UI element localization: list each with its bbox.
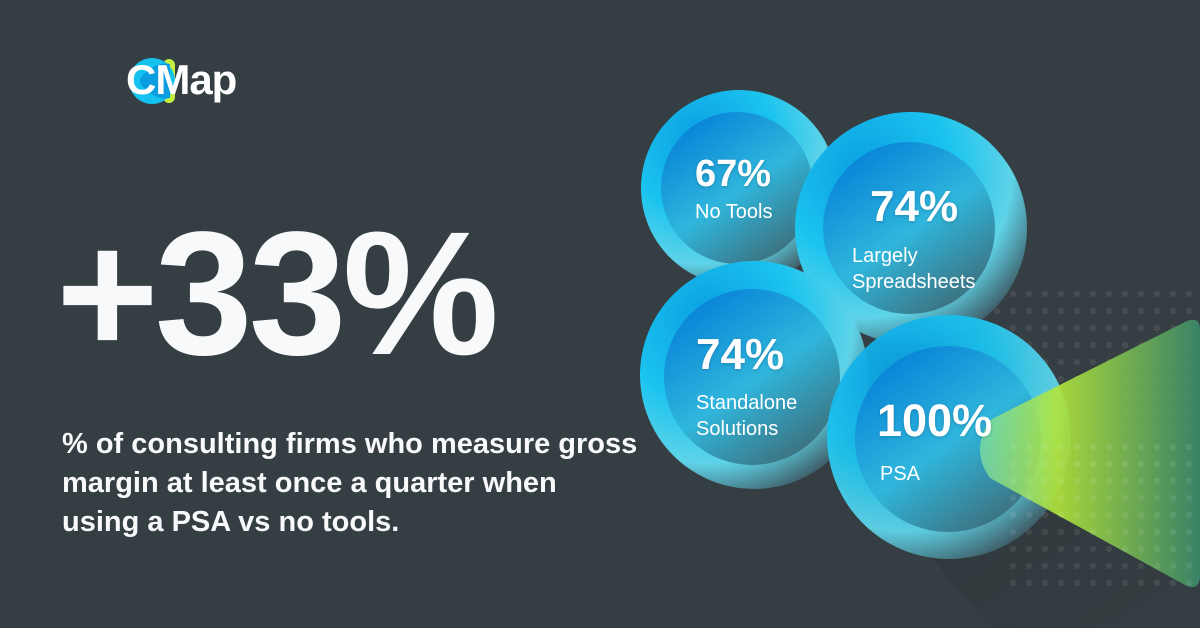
stat-largely-spreadsheets: 74% Largely Spreadsheets bbox=[852, 185, 1012, 295]
stat-value: 74% bbox=[696, 330, 785, 379]
stat-label: No Tools bbox=[695, 201, 773, 223]
stat-psa: 100% PSA bbox=[877, 398, 992, 487]
stat-value: 100% bbox=[877, 395, 993, 446]
stat-standalone-solutions: 74% Standalone Solutions bbox=[696, 333, 836, 442]
dot-pattern-overlay bbox=[1000, 440, 1200, 590]
stat-label: PSA bbox=[880, 463, 921, 485]
headline-description: % of consulting firms who measure gross … bbox=[62, 428, 638, 538]
cmap-logo-icon bbox=[129, 58, 175, 104]
bubble-no-tools bbox=[641, 90, 837, 286]
headline-value: +33% bbox=[56, 196, 499, 392]
stat-value: 74% bbox=[870, 182, 959, 231]
stat-label: Largely Spreadsheets bbox=[852, 245, 976, 293]
stat-no-tools: 67% No Tools bbox=[695, 155, 772, 225]
stat-label: Standalone Solutions bbox=[696, 392, 798, 440]
stat-value: 67% bbox=[695, 153, 772, 195]
bubble-largely-spreadsheets bbox=[795, 112, 1027, 344]
brand-name: CMap bbox=[126, 56, 237, 103]
bubble-standalone-solutions bbox=[640, 261, 868, 489]
